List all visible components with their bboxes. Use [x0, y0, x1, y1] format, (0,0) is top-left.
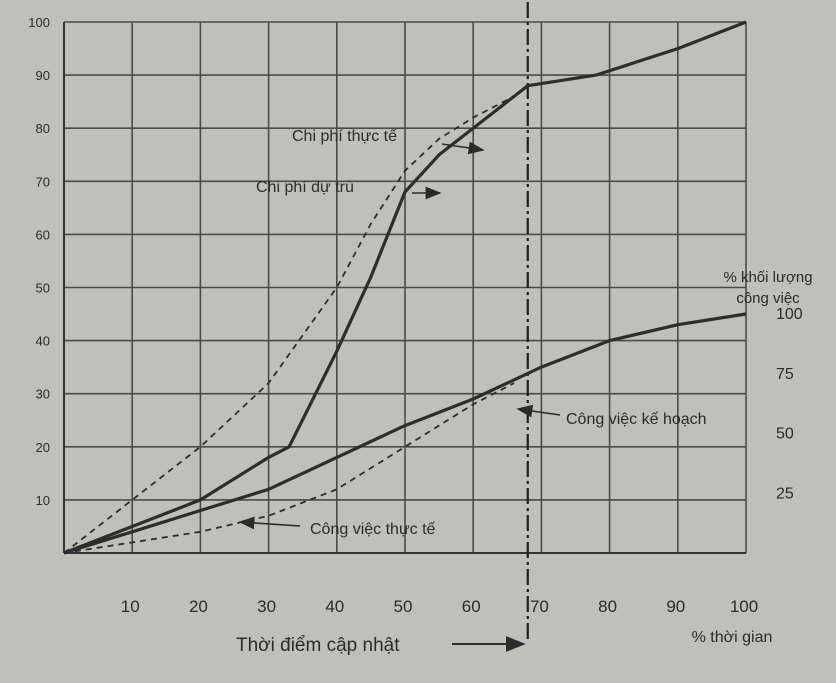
x-tick-label: 40 [325, 597, 344, 616]
x-tick-label: 80 [598, 597, 617, 616]
annotation-arrow [516, 404, 561, 418]
right-y-tick-label: 75 [776, 366, 794, 383]
series-line [63, 20, 747, 555]
status-date-label: Thời điểm cập nhật [236, 635, 400, 656]
x-tick-label: 20 [189, 597, 208, 616]
y-tick-label: 80 [36, 121, 50, 136]
x-tick-label: 70 [530, 597, 549, 616]
x-tick-label: 10 [121, 597, 140, 616]
right-y-tick-label: 100 [776, 306, 803, 323]
y-tick-label: 90 [36, 68, 50, 83]
x-tick-label: 50 [394, 597, 413, 616]
x-tick-label: 30 [257, 597, 276, 616]
annotation-planned-work: Công việc kế hoạch [566, 411, 707, 428]
series-line [63, 382, 515, 554]
y-tick-label: 30 [36, 387, 50, 402]
y-tick-label: 50 [36, 281, 50, 296]
right-y-tick-label: 25 [776, 485, 794, 502]
y-tick-label: 10 [36, 493, 50, 508]
y-tick-label: 20 [36, 440, 50, 455]
annotation-budget-cost: Chi phí dự trù [256, 179, 354, 196]
right-axis-label-line: % khối lượng [723, 269, 812, 286]
series-line [63, 312, 747, 555]
series-line [63, 95, 515, 554]
x-tick-label: 60 [462, 597, 481, 616]
annotation-arrow [238, 516, 301, 530]
annotation-actual-work: Công việc thực tế [310, 521, 436, 538]
right-axis-label-line: công việc [736, 290, 800, 307]
y-tick-label: 100 [28, 15, 50, 30]
x-axis-label: % thời gian [692, 629, 773, 646]
y-tick-label: 70 [36, 174, 50, 189]
y-tick-label: 60 [36, 227, 50, 242]
y-tick-label: 40 [36, 334, 50, 349]
annotation-actual-cost: Chi phí thực tế [292, 128, 397, 145]
x-tick-label: 100 [730, 597, 758, 616]
annotation-arrow [441, 141, 485, 155]
right-y-tick-label: 50 [776, 426, 794, 443]
x-tick-label: 90 [666, 597, 685, 616]
